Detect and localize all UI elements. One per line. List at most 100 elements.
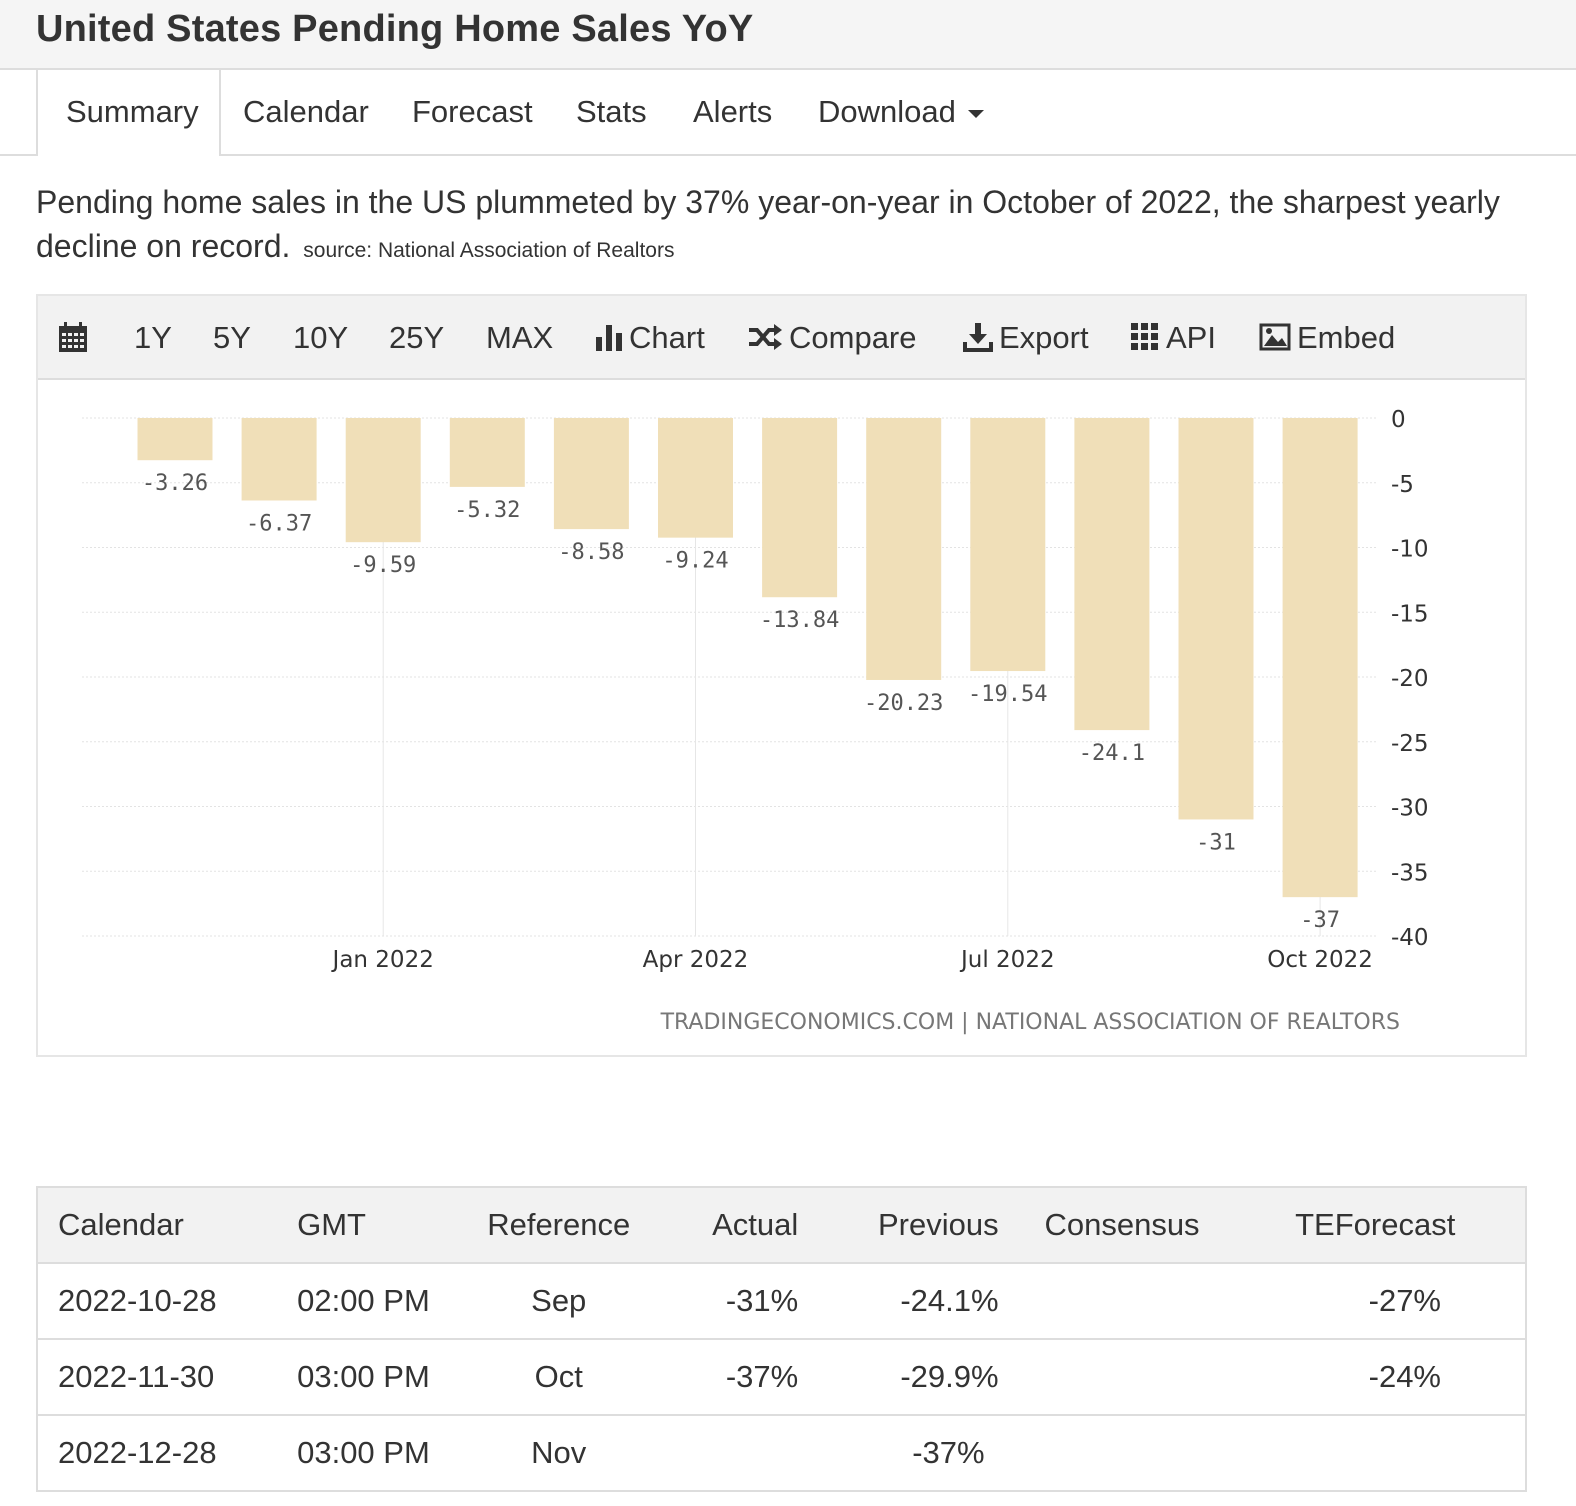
header-gmt: GMT bbox=[297, 1186, 468, 1264]
data-label: -5.32 bbox=[454, 498, 520, 523]
range-1y[interactable]: 1Y bbox=[134, 320, 172, 355]
export-button[interactable]: Export bbox=[963, 296, 1089, 380]
y-tick-label: -40 bbox=[1391, 925, 1429, 951]
download-icon bbox=[963, 322, 993, 352]
y-tick-label: -25 bbox=[1391, 731, 1429, 757]
grid-icon bbox=[1131, 322, 1158, 350]
cell-gmt: 03:00 PM bbox=[297, 1415, 468, 1492]
compare-button-label: Compare bbox=[789, 320, 917, 355]
cell-teforecast: -27% bbox=[1225, 1263, 1526, 1340]
bar bbox=[970, 418, 1046, 672]
chart-panel: 1Y 5Y 10Y 25Y MAX Chart Compare bbox=[36, 294, 1527, 1057]
chart-button[interactable]: Chart bbox=[595, 296, 705, 380]
cell-consensus bbox=[1018, 1415, 1226, 1492]
summary-description: Pending home sales in the US plummeted b… bbox=[36, 180, 1536, 273]
bar bbox=[762, 418, 838, 598]
cell-previous: -24.1% bbox=[818, 1263, 1019, 1340]
bar bbox=[1282, 418, 1358, 898]
cell-previous: -29.9% bbox=[818, 1339, 1019, 1416]
data-label: -24.1 bbox=[1079, 741, 1145, 766]
y-tick-label: -15 bbox=[1391, 601, 1429, 627]
header-calendar: Calendar bbox=[37, 1186, 298, 1264]
bar bbox=[1178, 418, 1254, 820]
cell-date: 2022-11-30 bbox=[37, 1339, 298, 1416]
range-10y[interactable]: 10Y bbox=[293, 320, 349, 355]
x-tick-label: Jul 2022 bbox=[959, 947, 1055, 973]
bar bbox=[1074, 418, 1150, 731]
table-row: 2022-11-30 03:00 PM Oct -37% -29.9% -24% bbox=[37, 1339, 1526, 1416]
tab-stats[interactable]: Stats bbox=[576, 94, 647, 129]
tab-summary[interactable]: Summary bbox=[36, 70, 221, 156]
data-label: -3.26 bbox=[142, 471, 208, 496]
cell-actual bbox=[650, 1415, 819, 1492]
compare-button[interactable]: Compare bbox=[747, 296, 917, 380]
tab-bar: Summary Calendar Forecast Stats Alerts D… bbox=[0, 70, 1576, 156]
cell-teforecast bbox=[1225, 1415, 1526, 1492]
bar bbox=[345, 418, 421, 543]
page-header: United States Pending Home Sales YoY bbox=[0, 0, 1576, 70]
data-label: -6.37 bbox=[246, 511, 312, 536]
data-label: -19.54 bbox=[968, 682, 1047, 707]
cell-reference: Sep bbox=[467, 1263, 651, 1340]
y-tick-label: -5 bbox=[1391, 472, 1414, 498]
range-5y[interactable]: 5Y bbox=[213, 320, 251, 355]
bar bbox=[553, 418, 629, 530]
table-header-row: Calendar GMT Reference Actual Previous C… bbox=[37, 1186, 1526, 1264]
y-tick-label: -35 bbox=[1391, 860, 1429, 886]
source-text: source: National Association of Realtors bbox=[303, 239, 675, 262]
header-reference: Reference bbox=[467, 1186, 651, 1264]
data-label: -37 bbox=[1300, 908, 1340, 933]
range-max[interactable]: MAX bbox=[486, 320, 554, 355]
cell-gmt: 03:00 PM bbox=[297, 1339, 468, 1416]
cell-reference: Oct bbox=[467, 1339, 651, 1416]
bar bbox=[137, 418, 213, 461]
cell-previous: -37% bbox=[818, 1415, 1019, 1492]
cell-consensus bbox=[1018, 1339, 1226, 1416]
bar bbox=[658, 418, 733, 538]
tab-download[interactable]: Download bbox=[818, 70, 984, 154]
tab-forecast[interactable]: Forecast bbox=[412, 94, 533, 129]
cell-reference: Nov bbox=[467, 1415, 651, 1492]
bar-chart: 0 -5 -10 -15 -20 -25 -30 -35 -40 -3.26 -6.37 -9.59 -… bbox=[82, 407, 1429, 1035]
cell-actual: -37% bbox=[650, 1339, 819, 1416]
data-label: -9.59 bbox=[350, 553, 416, 578]
data-label: -8.58 bbox=[558, 540, 624, 565]
chart-toolbar: 1Y 5Y 10Y 25Y MAX Chart Compare bbox=[38, 296, 1525, 380]
cell-consensus bbox=[1018, 1263, 1226, 1340]
embed-button[interactable]: Embed bbox=[1259, 296, 1395, 380]
data-label: -9.24 bbox=[662, 549, 728, 574]
header-actual: Actual bbox=[650, 1186, 819, 1264]
header-consensus: Consensus bbox=[1018, 1186, 1226, 1264]
cell-gmt: 02:00 PM bbox=[297, 1263, 468, 1340]
y-tick-label: -30 bbox=[1391, 796, 1429, 822]
calendar-table: Calendar GMT Reference Actual Previous C… bbox=[36, 1186, 1527, 1492]
tab-calendar[interactable]: Calendar bbox=[243, 94, 369, 129]
x-tick-label: Jan 2022 bbox=[331, 947, 434, 973]
table-row: 2022-12-28 03:00 PM Nov -37% bbox=[37, 1415, 1526, 1492]
bar bbox=[449, 418, 525, 487]
api-button[interactable]: API bbox=[1130, 296, 1216, 380]
tab-download-label: Download bbox=[818, 94, 956, 129]
calendar-icon[interactable] bbox=[58, 296, 94, 380]
cell-actual: -31% bbox=[650, 1263, 819, 1340]
api-button-label: API bbox=[1166, 320, 1216, 355]
y-tick-label: 0 bbox=[1391, 407, 1406, 433]
summary-text: Pending home sales in the US plummeted b… bbox=[36, 184, 1500, 264]
header-previous: Previous bbox=[818, 1186, 1019, 1264]
chart-credit: TRADINGECONOMICS.COM | NATIONAL ASSOCIAT… bbox=[660, 1010, 1400, 1035]
y-tick-label: -10 bbox=[1391, 537, 1429, 563]
cell-date: 2022-12-28 bbox=[37, 1415, 298, 1492]
shuffle-icon bbox=[749, 323, 782, 350]
range-25y[interactable]: 25Y bbox=[389, 320, 445, 355]
data-label: -13.84 bbox=[760, 608, 839, 633]
chart-button-label: Chart bbox=[629, 320, 705, 355]
x-tick-label: Apr 2022 bbox=[643, 947, 749, 973]
embed-button-label: Embed bbox=[1297, 320, 1396, 355]
image-icon bbox=[1259, 323, 1291, 351]
data-label: -20.23 bbox=[864, 691, 943, 716]
header-teforecast: TEForecast bbox=[1225, 1186, 1526, 1264]
bar bbox=[866, 418, 942, 680]
bar bbox=[241, 418, 317, 501]
bar-chart-icon bbox=[596, 324, 622, 351]
tab-alerts[interactable]: Alerts bbox=[693, 94, 773, 129]
